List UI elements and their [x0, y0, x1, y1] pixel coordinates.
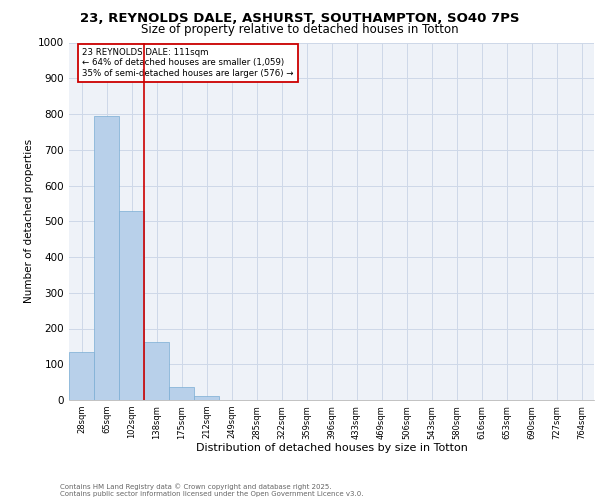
Text: Size of property relative to detached houses in Totton: Size of property relative to detached ho…	[141, 22, 459, 36]
Text: 23 REYNOLDS DALE: 111sqm
← 64% of detached houses are smaller (1,059)
35% of sem: 23 REYNOLDS DALE: 111sqm ← 64% of detach…	[82, 48, 293, 78]
Bar	[119, 210, 144, 400]
Bar	[144, 342, 169, 400]
Text: Contains public sector information licensed under the Open Government Licence v3: Contains public sector information licen…	[60, 491, 364, 497]
X-axis label: Distribution of detached houses by size in Totton: Distribution of detached houses by size …	[196, 443, 467, 453]
Text: 23, REYNOLDS DALE, ASHURST, SOUTHAMPTON, SO40 7PS: 23, REYNOLDS DALE, ASHURST, SOUTHAMPTON,…	[80, 12, 520, 26]
Y-axis label: Number of detached properties: Number of detached properties	[24, 139, 34, 304]
Bar	[169, 388, 194, 400]
Bar	[94, 116, 119, 400]
Bar	[69, 352, 94, 400]
Bar	[194, 396, 219, 400]
Text: Contains HM Land Registry data © Crown copyright and database right 2025.: Contains HM Land Registry data © Crown c…	[60, 484, 331, 490]
